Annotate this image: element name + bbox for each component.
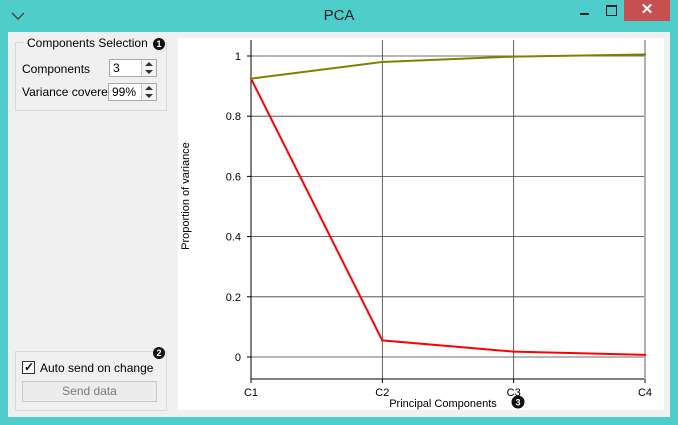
group-title: Components Selection — [24, 37, 151, 49]
x-tick-label: C2 — [375, 387, 389, 399]
series-line-1 — [250, 78, 646, 356]
y-tick-label: 0.4 — [226, 232, 241, 244]
y-tick-label: 0.6 — [226, 171, 241, 183]
variance-value: 99% — [112, 85, 137, 99]
close-icon: ✕ — [640, 1, 654, 18]
y-tick-label: 0 — [235, 352, 241, 364]
series-2-point — [643, 53, 647, 56]
auto-send-label[interactable]: Auto send on change — [40, 361, 154, 375]
series-2-point — [249, 77, 253, 80]
minimize-button[interactable] — [571, 0, 598, 21]
send-data-button[interactable]: Send data — [22, 381, 157, 402]
spin-up-icon[interactable] — [145, 62, 153, 66]
components-spinbox[interactable]: 3 — [109, 59, 157, 77]
components-selection-group: Components Selection — [15, 37, 167, 111]
app-menu-icon[interactable] — [10, 7, 26, 23]
callout-badge-3-label: 3 — [515, 398, 520, 408]
callout-badge-2: 2 — [153, 347, 165, 359]
y-axis-label: Proportion of variance — [180, 142, 192, 250]
title-bar[interactable]: PCA ✕ — [0, 0, 678, 32]
series-1-point — [512, 350, 515, 353]
variance-plot[interactable]: 0 0.2 0.4 0.6 0.8 1 C1 C2 C3 C4 Proportion of vari… — [178, 38, 664, 410]
callout-badge-1: 1 — [153, 38, 165, 50]
variance-spinbox[interactable]: 99% — [108, 83, 157, 101]
variance-label: Variance covered — [22, 85, 115, 99]
checkmark-icon: ✓ — [24, 360, 35, 374]
widget-body: Components Selection 1 Components 3 Vari… — [8, 32, 670, 417]
spin-up-icon[interactable] — [145, 86, 153, 90]
send-group — [15, 351, 167, 411]
series-2-point — [381, 60, 384, 64]
spin-arrows[interactable] — [141, 60, 156, 76]
maximize-button[interactable] — [598, 0, 624, 21]
y-tick-label: 0.2 — [226, 292, 241, 304]
spin-arrows[interactable] — [141, 84, 156, 100]
x-axis-label: Principal Components — [389, 398, 497, 410]
components-label: Components — [22, 62, 91, 76]
series-1-point — [381, 339, 384, 342]
auto-send-checkbox[interactable]: ✓ — [22, 360, 35, 374]
series-1-point — [643, 353, 647, 357]
y-tick-label: 1 — [235, 51, 241, 63]
spin-down-icon[interactable] — [145, 70, 153, 74]
components-value: 3 — [113, 61, 120, 75]
close-button[interactable]: ✕ — [624, 0, 670, 21]
callout-badge-3 — [511, 395, 525, 409]
spin-down-icon[interactable] — [145, 94, 153, 98]
x-tick-label: C4 — [638, 387, 652, 399]
series-2-point — [512, 55, 515, 58]
x-tick-label: C1 — [244, 387, 258, 399]
window-title: PCA — [323, 7, 355, 24]
y-tick-label: 0.8 — [226, 111, 241, 123]
series-line-2 — [250, 53, 646, 80]
